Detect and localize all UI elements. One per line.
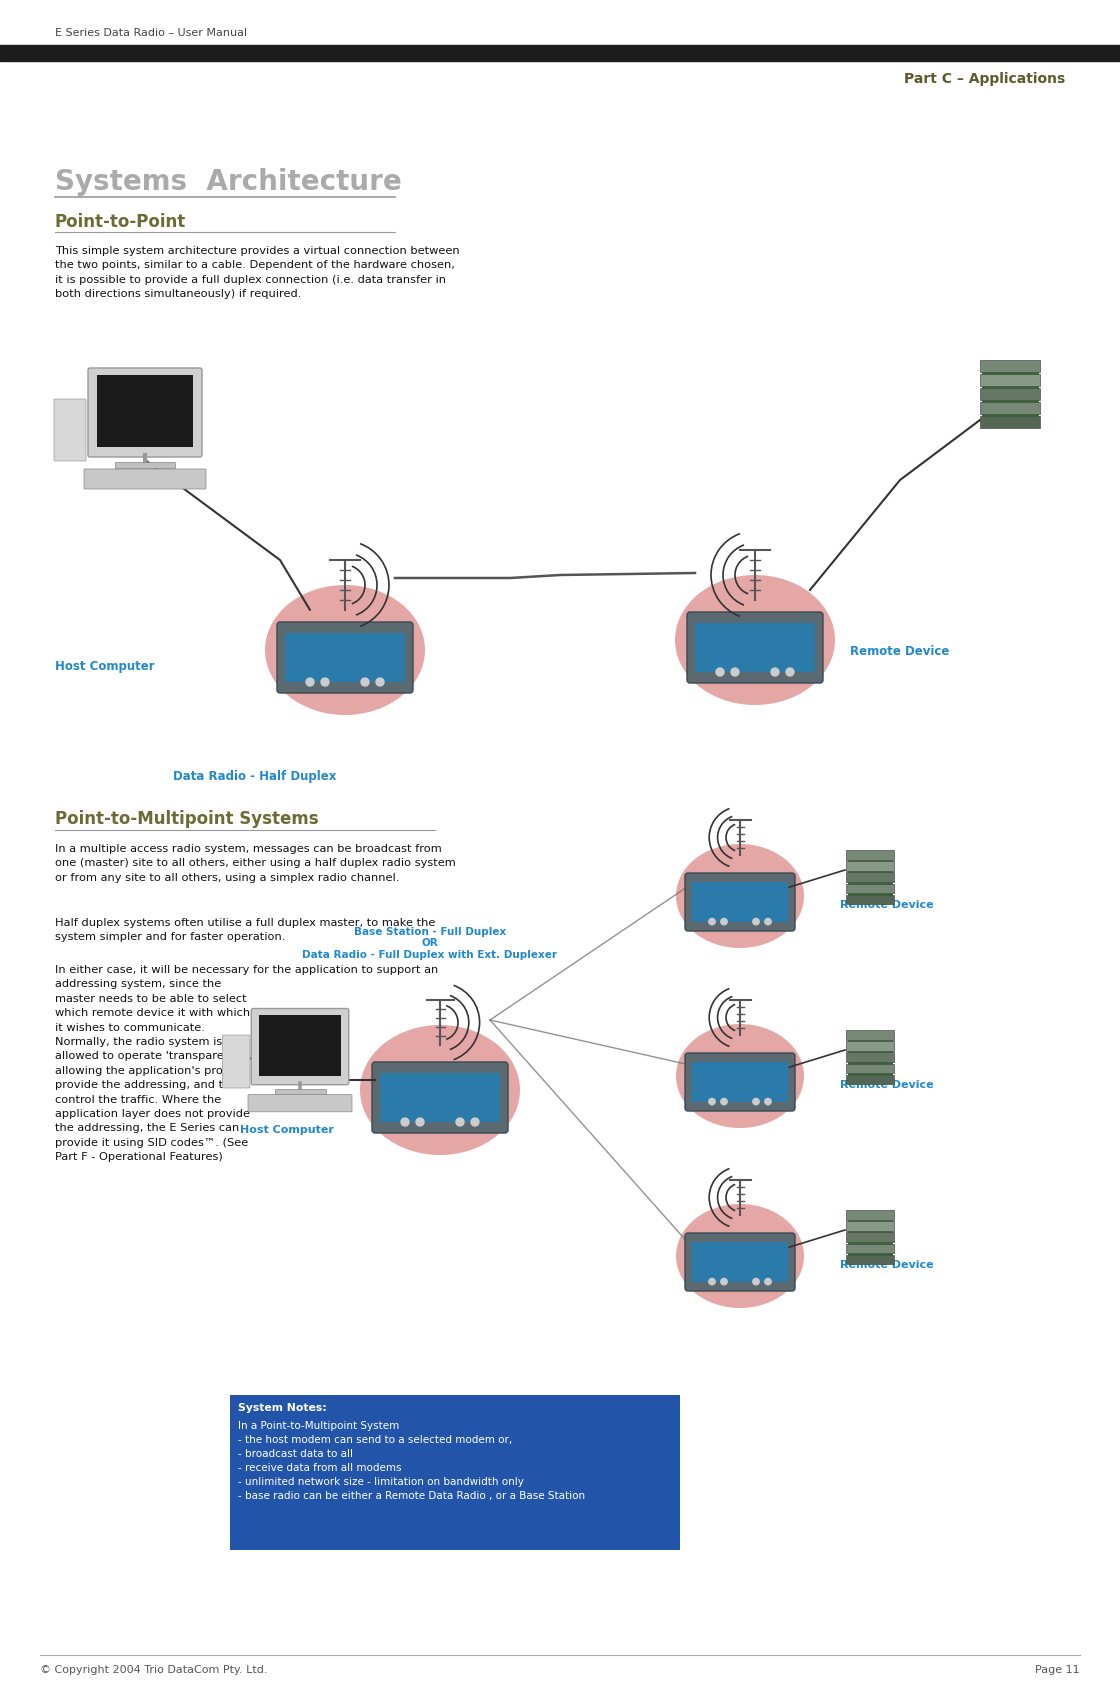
Bar <box>982 365 1038 424</box>
Text: Half duplex systems often utilise a full duplex master, to make the
system simpl: Half duplex systems often utilise a full… <box>55 918 436 942</box>
Bar <box>848 1033 893 1082</box>
Text: E Series Data Radio – User Manual: E Series Data Radio – User Manual <box>55 29 248 37</box>
Circle shape <box>786 668 794 676</box>
Text: System Notes:: System Notes: <box>237 1404 327 1414</box>
Circle shape <box>765 1099 772 1104</box>
Text: In a multiple access radio system, messages can be broadcast from
one (master) s: In a multiple access radio system, messa… <box>55 844 456 883</box>
Text: Remote Device: Remote Device <box>840 900 934 910</box>
Circle shape <box>456 1118 464 1126</box>
Ellipse shape <box>676 844 804 949</box>
FancyBboxPatch shape <box>685 873 795 932</box>
Text: In either case, it will be necessary for the application to support an
addressin: In either case, it will be necessary for… <box>55 966 438 1162</box>
Bar <box>846 1211 894 1219</box>
Circle shape <box>709 1099 716 1104</box>
Bar <box>846 1255 894 1265</box>
Text: Host Computer: Host Computer <box>240 1125 334 1135</box>
Circle shape <box>709 1278 716 1285</box>
Bar <box>980 360 1040 372</box>
Circle shape <box>416 1118 424 1126</box>
Bar <box>980 374 1040 386</box>
Bar <box>846 1075 894 1084</box>
FancyBboxPatch shape <box>54 399 86 462</box>
FancyBboxPatch shape <box>692 1062 788 1103</box>
Bar <box>97 375 193 446</box>
Bar <box>274 1089 326 1094</box>
Circle shape <box>721 1278 727 1285</box>
Bar <box>846 1042 894 1050</box>
Circle shape <box>765 1278 772 1285</box>
Circle shape <box>716 668 724 676</box>
FancyBboxPatch shape <box>692 883 788 922</box>
Bar <box>980 416 1040 428</box>
Bar <box>0 46 1120 61</box>
Text: Point-to-Point: Point-to-Point <box>55 213 186 232</box>
Bar <box>846 1030 894 1040</box>
FancyBboxPatch shape <box>284 632 405 681</box>
FancyBboxPatch shape <box>692 1241 788 1282</box>
Circle shape <box>401 1118 409 1126</box>
FancyBboxPatch shape <box>251 1008 348 1084</box>
Bar <box>846 884 894 893</box>
Circle shape <box>361 678 368 687</box>
Text: This simple system architecture provides a virtual connection between
the two po: This simple system architecture provides… <box>55 245 459 299</box>
Circle shape <box>731 668 739 676</box>
Circle shape <box>472 1118 479 1126</box>
FancyBboxPatch shape <box>696 622 815 671</box>
Bar <box>846 1243 894 1253</box>
Bar <box>846 1064 894 1074</box>
FancyBboxPatch shape <box>223 1035 250 1087</box>
Text: Remote Device: Remote Device <box>840 1081 934 1091</box>
FancyBboxPatch shape <box>372 1062 508 1133</box>
Text: Page 11: Page 11 <box>1035 1666 1080 1676</box>
Bar <box>115 462 175 468</box>
Text: Point-to-Multipoint Systems: Point-to-Multipoint Systems <box>55 810 318 829</box>
FancyBboxPatch shape <box>84 468 206 489</box>
Text: Systems  Architecture: Systems Architecture <box>55 167 402 196</box>
Circle shape <box>765 918 772 925</box>
FancyBboxPatch shape <box>685 1233 795 1290</box>
Text: Part C – Applications: Part C – Applications <box>904 73 1065 86</box>
FancyBboxPatch shape <box>687 612 823 683</box>
Text: Remote Device: Remote Device <box>840 1260 934 1270</box>
Bar <box>846 861 894 871</box>
Ellipse shape <box>676 1025 804 1128</box>
Bar <box>846 1052 894 1062</box>
Text: Remote Device: Remote Device <box>850 644 950 658</box>
FancyBboxPatch shape <box>380 1074 500 1123</box>
Bar <box>846 851 894 859</box>
Circle shape <box>771 668 780 676</box>
Circle shape <box>709 918 716 925</box>
Circle shape <box>753 1099 759 1104</box>
Text: Data Radio - Half Duplex: Data Radio - Half Duplex <box>174 769 337 783</box>
Circle shape <box>753 1278 759 1285</box>
Bar <box>980 387 1040 401</box>
Ellipse shape <box>676 1204 804 1309</box>
Text: In a Point-to-Multipoint System
- the host modem can send to a selected modem or: In a Point-to-Multipoint System - the ho… <box>237 1420 585 1502</box>
Circle shape <box>306 678 314 687</box>
Ellipse shape <box>675 575 836 705</box>
Circle shape <box>321 678 329 687</box>
Circle shape <box>721 918 727 925</box>
FancyBboxPatch shape <box>248 1094 352 1111</box>
Text: Host Computer: Host Computer <box>55 659 155 673</box>
FancyBboxPatch shape <box>88 369 202 457</box>
FancyBboxPatch shape <box>685 1053 795 1111</box>
Circle shape <box>721 1099 727 1104</box>
Bar <box>848 854 893 901</box>
Bar <box>848 1214 893 1261</box>
Text: © Copyright 2004 Trio DataCom Pty. Ltd.: © Copyright 2004 Trio DataCom Pty. Ltd. <box>40 1666 268 1676</box>
Bar <box>259 1015 340 1075</box>
Bar <box>846 1221 894 1231</box>
Circle shape <box>753 918 759 925</box>
Circle shape <box>376 678 384 687</box>
FancyBboxPatch shape <box>277 622 413 693</box>
Bar <box>980 402 1040 414</box>
Bar <box>846 1233 894 1241</box>
Bar <box>230 1395 680 1551</box>
Ellipse shape <box>360 1025 520 1155</box>
Text: Base Station - Full Duplex
OR
Data Radio - Full Duplex with Ext. Duplexer: Base Station - Full Duplex OR Data Radio… <box>302 927 558 960</box>
Bar <box>846 873 894 883</box>
Ellipse shape <box>265 585 424 715</box>
Bar <box>846 895 894 905</box>
